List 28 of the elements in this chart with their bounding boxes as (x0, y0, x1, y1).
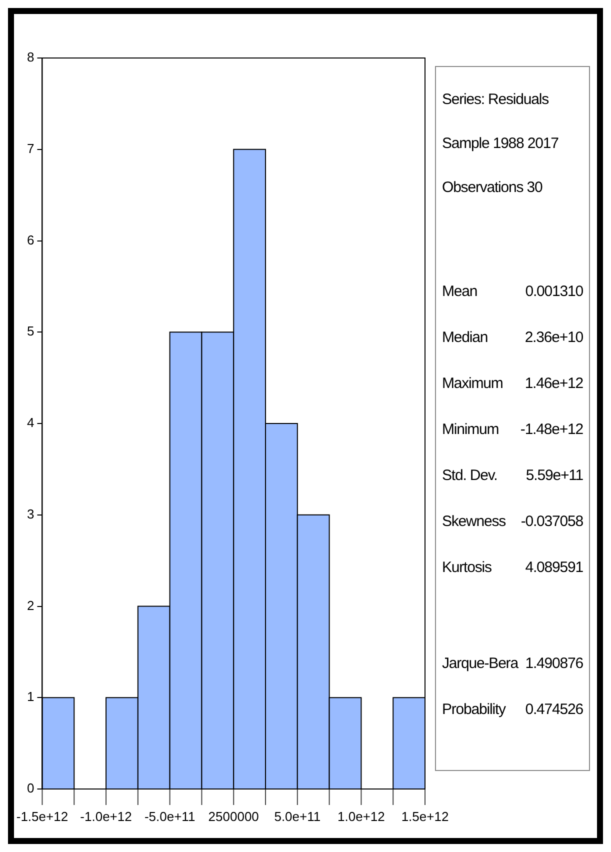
text: Observations 30 (442, 178, 544, 198)
x-tick-label: 1.5e+12 (401, 809, 449, 825)
y-tick-label: 0 (26, 780, 34, 796)
text: Sample 1988 2017 (442, 134, 560, 154)
text: Skewness -0.037058 (442, 512, 583, 532)
text: Kurtosis 4.089591 (442, 559, 583, 576)
y-tick-label: 7 (26, 140, 34, 156)
y-tick-label: 3 (26, 506, 34, 522)
x-tick-label: 5.0e+11 (274, 809, 321, 825)
y-tick-label: 6 (26, 232, 34, 248)
text: Probability 0.474526 (442, 701, 583, 718)
y-tick-label: 8 (26, 50, 34, 65)
x-tick-label: 1.0e+12 (338, 809, 385, 825)
y-tick-label: 4 (26, 415, 34, 430)
text: Series: Residuals (442, 90, 550, 110)
text: Jarque-Bera 1.490876 (442, 654, 583, 674)
y-tick-label: 2 (26, 598, 34, 613)
text: Minimum -1.48e+12 (442, 421, 583, 438)
text: Mean 0.001310 (442, 283, 583, 300)
x-tick-label: -1.0e+12 (80, 809, 132, 825)
y-tick-label: 1 (26, 689, 34, 704)
x-tick-label: -1.5e+12 (16, 809, 68, 825)
y-tick-label: 5 (26, 324, 34, 339)
x-tick-label: -5.0e+11 (144, 809, 196, 825)
text: Median 2.36e+10 (442, 329, 583, 346)
x-tick-label: 2500000 (208, 809, 259, 825)
text: Std. Dev. 5.59e+11 (442, 467, 583, 484)
text: Maximum 1.46e+12 (442, 375, 583, 392)
